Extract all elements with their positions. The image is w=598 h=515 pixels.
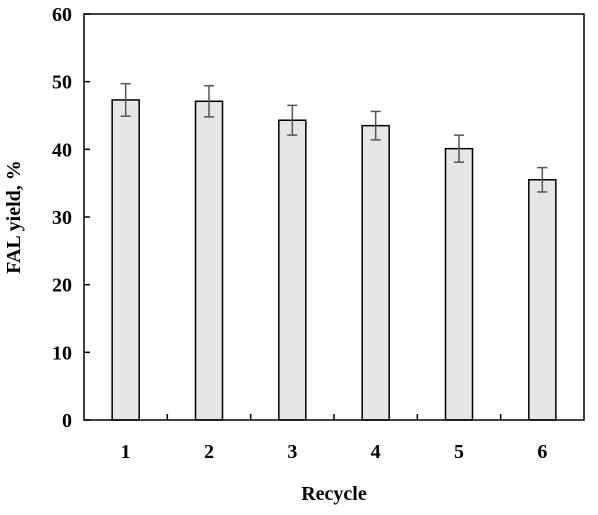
error-bar-recycle-5	[454, 134, 464, 163]
y-tick-label: 50	[52, 72, 72, 94]
error-bar-recycle-3	[287, 104, 298, 136]
error-bar-recycle-6	[537, 166, 548, 193]
x-tick-label: 1	[121, 441, 131, 463]
bar-recycle-1	[111, 99, 140, 421]
y-axis-ticks: 0 10 20 30 40 50 60	[52, 4, 90, 432]
y-tick-label: 30	[52, 207, 72, 229]
x-tick-label: 4	[371, 441, 381, 463]
x-axis-label: Recycle	[301, 483, 367, 505]
y-tick-label: 20	[52, 275, 72, 297]
x-tick-label: 2	[204, 441, 214, 463]
y-tick-label: 40	[52, 139, 72, 161]
bar-recycle-3	[278, 119, 307, 421]
y-tick-label: 0	[62, 410, 72, 432]
x-tick-label: 3	[287, 441, 297, 463]
bar-recycle-2	[194, 100, 224, 421]
error-bar-recycle-1	[120, 82, 131, 117]
bar-recycle-6	[528, 179, 557, 421]
x-tick-label: 5	[454, 441, 464, 463]
error-bar-recycle-2	[204, 84, 214, 118]
x-axis-ticks: 1 2 3 4 5 6	[121, 414, 547, 463]
x-tick-label: 6	[537, 441, 547, 463]
y-tick-label: 10	[52, 342, 72, 364]
bars-group	[111, 99, 557, 421]
y-tick-label: 60	[52, 4, 72, 26]
error-bars-group	[120, 82, 548, 193]
bar-recycle-4	[361, 124, 390, 421]
plot-frame	[83, 13, 585, 421]
error-bar-recycle-4	[370, 110, 381, 141]
bar-recycle-5	[444, 147, 474, 421]
y-axis-label: FAL yield, %	[3, 160, 25, 274]
